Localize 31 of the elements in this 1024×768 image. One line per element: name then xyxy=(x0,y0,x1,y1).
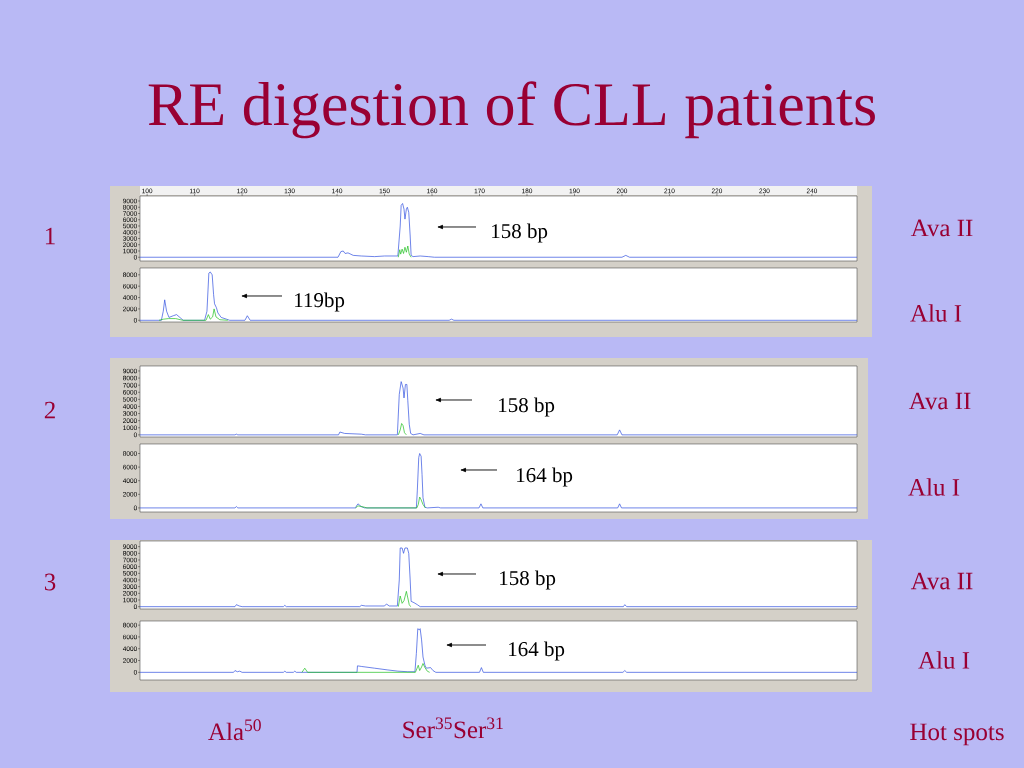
annotation: 164 bp xyxy=(517,467,573,487)
text: Hot spots xyxy=(910,723,1004,746)
y2-axis-title: Ava II xyxy=(910,219,973,237)
y-axis-title: 3 xyxy=(44,573,56,591)
y2-axis-title: Alu I xyxy=(910,304,962,322)
line-series xyxy=(139,453,858,509)
text: Ala$^{50}$ xyxy=(208,719,261,741)
annotation: 158 bp xyxy=(500,570,556,590)
text: Ser$^{35}$Ser$^{31}$ xyxy=(403,717,503,739)
line-series xyxy=(158,308,229,321)
line-series xyxy=(397,590,412,608)
annotation: 164 bp xyxy=(509,641,565,661)
annotation: 158 bp xyxy=(499,397,555,417)
line-series xyxy=(139,271,858,321)
line-series xyxy=(139,547,858,608)
text: RE digestion of CLL patients xyxy=(148,81,875,139)
annotation: 158 bp xyxy=(492,223,548,243)
y2-axis-title: Ava II xyxy=(910,572,973,590)
line-series xyxy=(139,381,858,436)
y2-axis-title: Alu I xyxy=(918,651,970,669)
line-series xyxy=(139,203,858,258)
y2-axis-title: Ava II xyxy=(908,392,971,410)
annotation: 119bp xyxy=(295,292,345,312)
line-series xyxy=(301,663,431,673)
y-axis-title: 2 xyxy=(44,401,55,419)
line-series xyxy=(139,628,858,673)
line-series xyxy=(355,496,426,509)
y2-axis-title: Alu I xyxy=(908,478,960,496)
line-series xyxy=(397,423,407,436)
y-axis-title: 1 xyxy=(45,227,55,245)
line-series xyxy=(397,245,412,258)
